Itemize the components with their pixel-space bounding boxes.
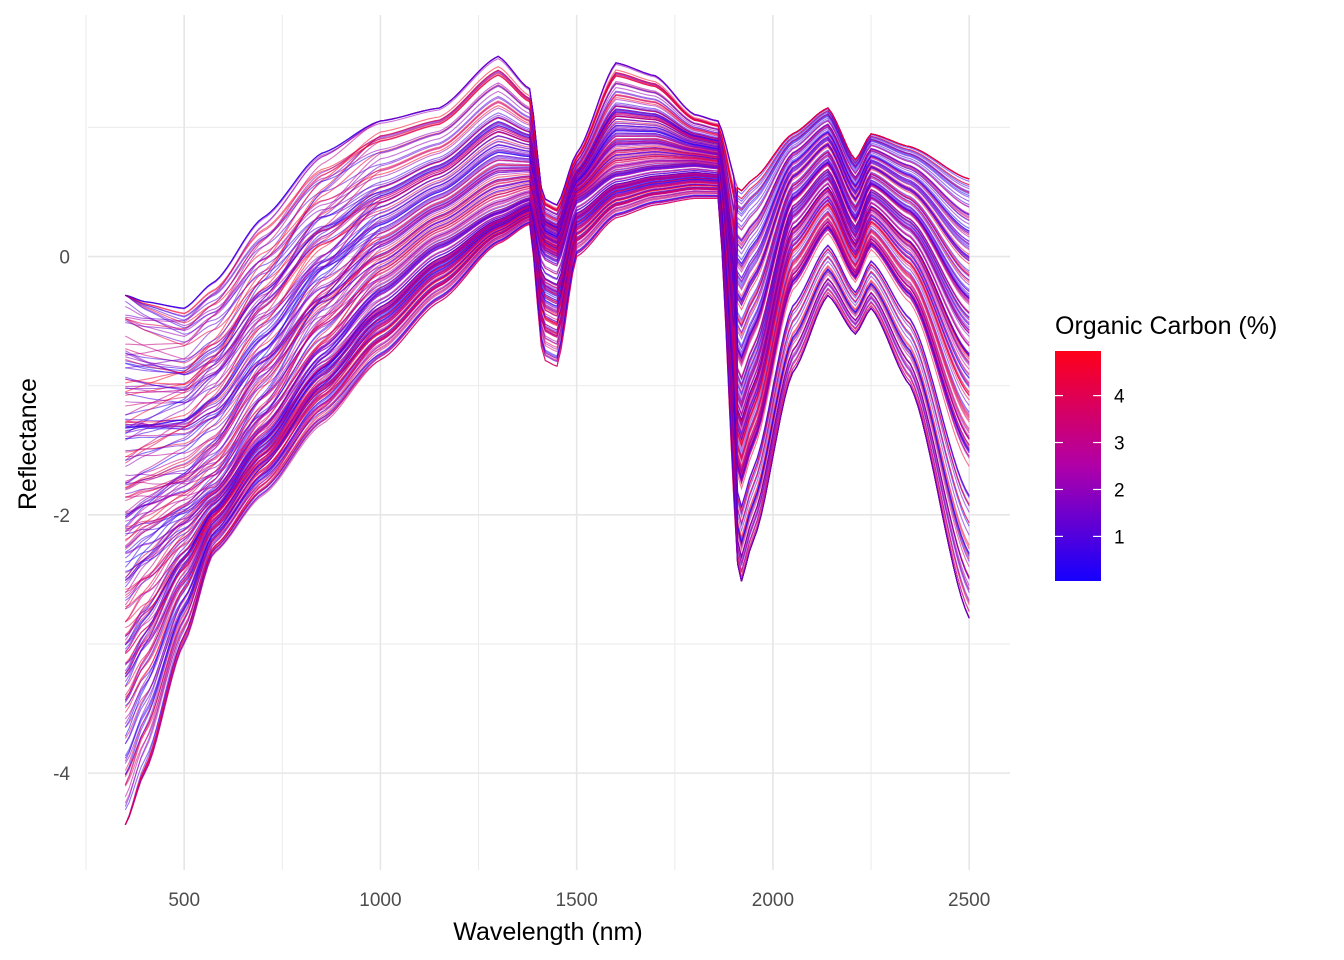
spectrum-line [124, 175, 970, 675]
spectrum-line [124, 170, 970, 682]
spectrum-line [124, 194, 970, 707]
x-tick-label: 1500 [556, 890, 598, 911]
colorbar-tick-label: 4 [1114, 387, 1125, 408]
spectra-lines [124, 55, 970, 826]
y-tick-label: 0 [59, 248, 70, 269]
y-tick-label: -4 [53, 764, 70, 785]
spectrum-line [124, 160, 970, 584]
spectrum-line [125, 184, 970, 608]
spectrum-line [124, 124, 970, 518]
colorbar-tick-label: 3 [1114, 434, 1125, 455]
spectrum-line [124, 188, 970, 826]
x-axis-title: Wavelength (nm) [453, 918, 642, 946]
spectrum-line [125, 184, 970, 622]
spectrum-line [125, 82, 970, 318]
spectrum-line [124, 192, 970, 664]
spectrum-line [124, 180, 970, 798]
legend-title: Organic Carbon (%) [1055, 312, 1277, 340]
spectrum-line [124, 187, 970, 826]
spectrum-line [124, 165, 970, 672]
spectrum-line [124, 137, 970, 641]
y-axis-title: Reflectance [14, 378, 42, 510]
spectrum-line [124, 181, 970, 713]
spectrum-line [124, 186, 970, 757]
colorbar-tick-label: 2 [1114, 480, 1125, 501]
x-tick-label: 2000 [752, 890, 794, 911]
y-axis-ticks: 0 -2 -4 [53, 248, 70, 786]
spectrum-line [125, 161, 970, 541]
spectrum-line [125, 118, 970, 376]
spectrum-line [125, 174, 970, 498]
spectrum-line [125, 120, 970, 374]
spectrum-line [124, 171, 970, 650]
spectrum-line [125, 158, 970, 514]
spectrum-line [124, 187, 970, 698]
spectrum-line [125, 135, 970, 513]
spectrum-line [125, 95, 970, 464]
spectrum-line [124, 195, 970, 787]
x-tick-label: 2500 [948, 890, 990, 911]
colorbar-ticks: 4 3 2 1 [1055, 387, 1125, 548]
x-axis-ticks: 500 1000 1500 2000 2500 [168, 890, 990, 911]
y-tick-label: -2 [53, 506, 70, 527]
spectrum-line [125, 127, 970, 426]
spectrum-line [125, 102, 970, 363]
x-tick-label: 500 [168, 890, 200, 911]
x-tick-label: 1000 [359, 890, 401, 911]
color-legend: Organic Carbon (%) 4 3 2 1 [1055, 312, 1277, 581]
spectrum-line [125, 111, 970, 390]
spectrum-line [125, 55, 970, 309]
colorbar [1055, 351, 1101, 581]
spectrum-line [124, 183, 970, 677]
spectrum-line [125, 188, 970, 645]
spectrum-line [125, 163, 970, 553]
spectrum-line [124, 174, 970, 776]
spectrum-line [125, 152, 970, 531]
spectrum-line [125, 91, 970, 429]
spectrum-line [125, 135, 970, 430]
spectrum-line [125, 170, 970, 581]
spectrum-line [125, 69, 970, 424]
spectrum-line [124, 126, 970, 520]
colorbar-tick-label: 1 [1114, 527, 1125, 548]
spectrum-line [125, 138, 970, 489]
